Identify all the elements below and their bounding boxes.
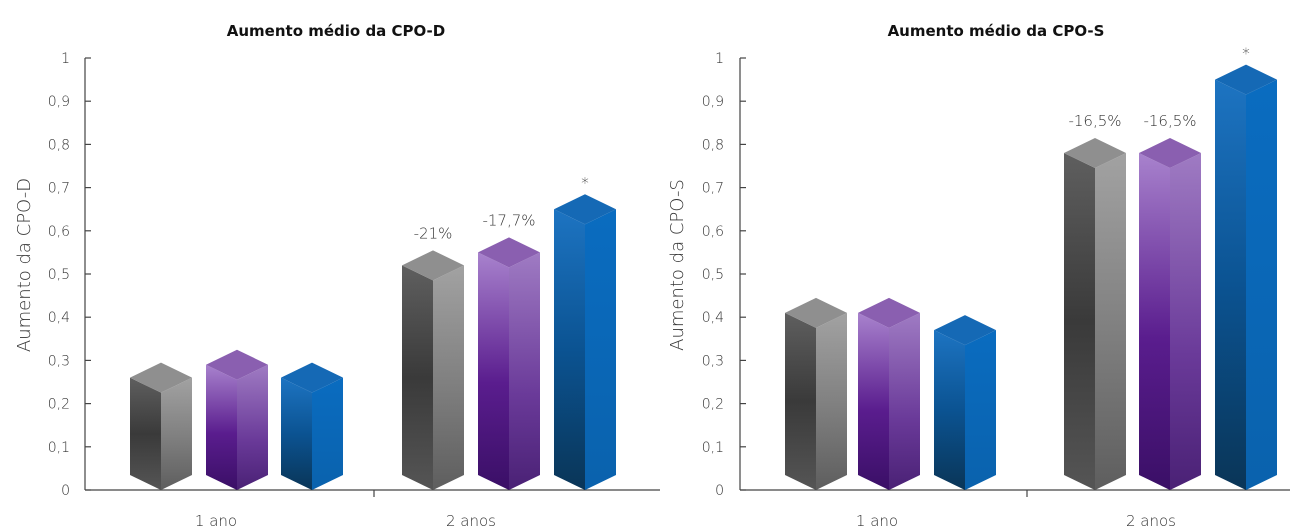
y-tick-label: 0,8 — [702, 137, 724, 153]
bar-data-label: -17,7% — [482, 211, 535, 229]
bar-data-label: -21% — [414, 224, 453, 242]
y-tick-label: 0,3 — [702, 353, 724, 369]
bar-top-face — [1064, 138, 1126, 169]
bar — [1139, 138, 1201, 491]
y-tick-label: 0,7 — [702, 181, 724, 197]
bar-side-face — [1246, 79, 1277, 490]
bar-front-face — [934, 330, 965, 490]
chart-title: Aumento médio da CPO-D — [227, 22, 445, 40]
bar-side-face — [889, 312, 920, 490]
data-labels: -21% -17,7% * — [414, 174, 589, 242]
bar-front-face — [130, 377, 161, 490]
bar-side-face — [816, 312, 847, 490]
x-category-label: 1 ano — [856, 512, 898, 530]
bar-side-face — [585, 209, 616, 490]
bar-data-label: * — [1242, 45, 1250, 63]
bar-front-face — [785, 312, 816, 490]
bar-top-face — [130, 362, 192, 393]
bar-front-face — [206, 364, 237, 490]
bar-front-face — [858, 312, 889, 490]
y-tick-label: 0,1 — [48, 440, 70, 456]
bar-side-face — [1095, 153, 1126, 491]
bar-top-face — [478, 237, 540, 268]
y-tick-label: 0 — [61, 483, 70, 499]
bar — [1215, 64, 1277, 490]
bar-top-face — [785, 297, 847, 328]
y-tick-label: 0,4 — [702, 310, 724, 326]
y-tick-label: 0 — [715, 483, 724, 499]
bar-data-label: * — [581, 174, 589, 192]
y-tick-label: 0,9 — [48, 94, 70, 110]
bar — [402, 250, 464, 490]
chart-cpo-s: Aumento médio da CPO-S Aumento da CPO-S … — [667, 22, 1290, 530]
y-tick-label: 0,2 — [702, 397, 724, 413]
y-tick-label: 1 — [61, 51, 70, 67]
bar-top-face — [1139, 138, 1201, 169]
bar — [785, 297, 847, 490]
bar — [281, 362, 343, 490]
bar-top-face — [206, 349, 268, 380]
bar-side-face — [509, 252, 540, 490]
bar-data-label: -16,5% — [1143, 112, 1196, 130]
y-tick-label: 0,7 — [48, 181, 70, 197]
bar — [934, 315, 996, 490]
bar-top-face — [858, 297, 920, 328]
y-tick-label: 0,6 — [702, 224, 724, 240]
bar-front-face — [1215, 79, 1246, 490]
chart-cpo-d: Aumento médio da CPO-D Aumento da CPO-D … — [14, 22, 660, 530]
y-tick-label: 0,2 — [48, 397, 70, 413]
bar — [206, 349, 268, 490]
y-tick-label: 0,5 — [48, 267, 70, 283]
y-ticks: 0 0,1 0,2 0,3 0,4 0,5 0,6 0,7 0,8 0,9 1 — [48, 51, 91, 499]
x-category-label: 2 anos — [1126, 512, 1176, 530]
y-tick-label: 0,8 — [48, 137, 70, 153]
y-tick-label: 0,9 — [702, 94, 724, 110]
bar-front-face — [1139, 153, 1170, 491]
bar-side-face — [1170, 153, 1201, 491]
bar-side-face — [312, 377, 343, 490]
data-labels: -16,5% -16,5% * — [1068, 45, 1249, 130]
bar-side-face — [161, 377, 192, 490]
bar-side-face — [237, 364, 268, 490]
y-tick-label: 0,5 — [702, 267, 724, 283]
y-tick-label: 0,1 — [702, 440, 724, 456]
y-tick-label: 0,4 — [48, 310, 70, 326]
y-tick-label: 0,3 — [48, 353, 70, 369]
bar — [1064, 138, 1126, 491]
bar-top-face — [1215, 64, 1277, 95]
bar — [130, 362, 192, 490]
x-categories: 1 ano 2 anos — [195, 512, 496, 530]
bar-front-face — [402, 265, 433, 490]
bar-front-face — [1064, 153, 1095, 491]
bar — [858, 297, 920, 490]
bar-top-face — [402, 250, 464, 281]
bar-front-face — [554, 209, 585, 490]
bar-front-face — [281, 377, 312, 490]
bar-top-face — [281, 362, 343, 393]
bar — [478, 237, 540, 490]
bars — [130, 194, 616, 490]
y-tick-label: 1 — [715, 51, 724, 67]
bar-top-face — [554, 194, 616, 225]
y-tick-label: 0,6 — [48, 224, 70, 240]
bar-data-label: -16,5% — [1068, 112, 1121, 130]
x-category-label: 2 anos — [446, 512, 496, 530]
y-axis-label: Aumento da CPO-S — [667, 179, 688, 351]
chart-title: Aumento médio da CPO-S — [888, 22, 1105, 40]
y-ticks: 0 0,1 0,2 0,3 0,4 0,5 0,6 0,7 0,8 0,9 1 — [702, 51, 746, 499]
y-axis-label: Aumento da CPO-D — [14, 178, 35, 352]
bar-front-face — [478, 252, 509, 490]
bar-side-face — [965, 330, 996, 490]
bar — [554, 194, 616, 490]
bars — [785, 64, 1277, 491]
x-categories: 1 ano 2 anos — [856, 512, 1176, 530]
bar-top-face — [934, 315, 996, 346]
x-category-label: 1 ano — [195, 512, 237, 530]
bar-side-face — [433, 265, 464, 490]
